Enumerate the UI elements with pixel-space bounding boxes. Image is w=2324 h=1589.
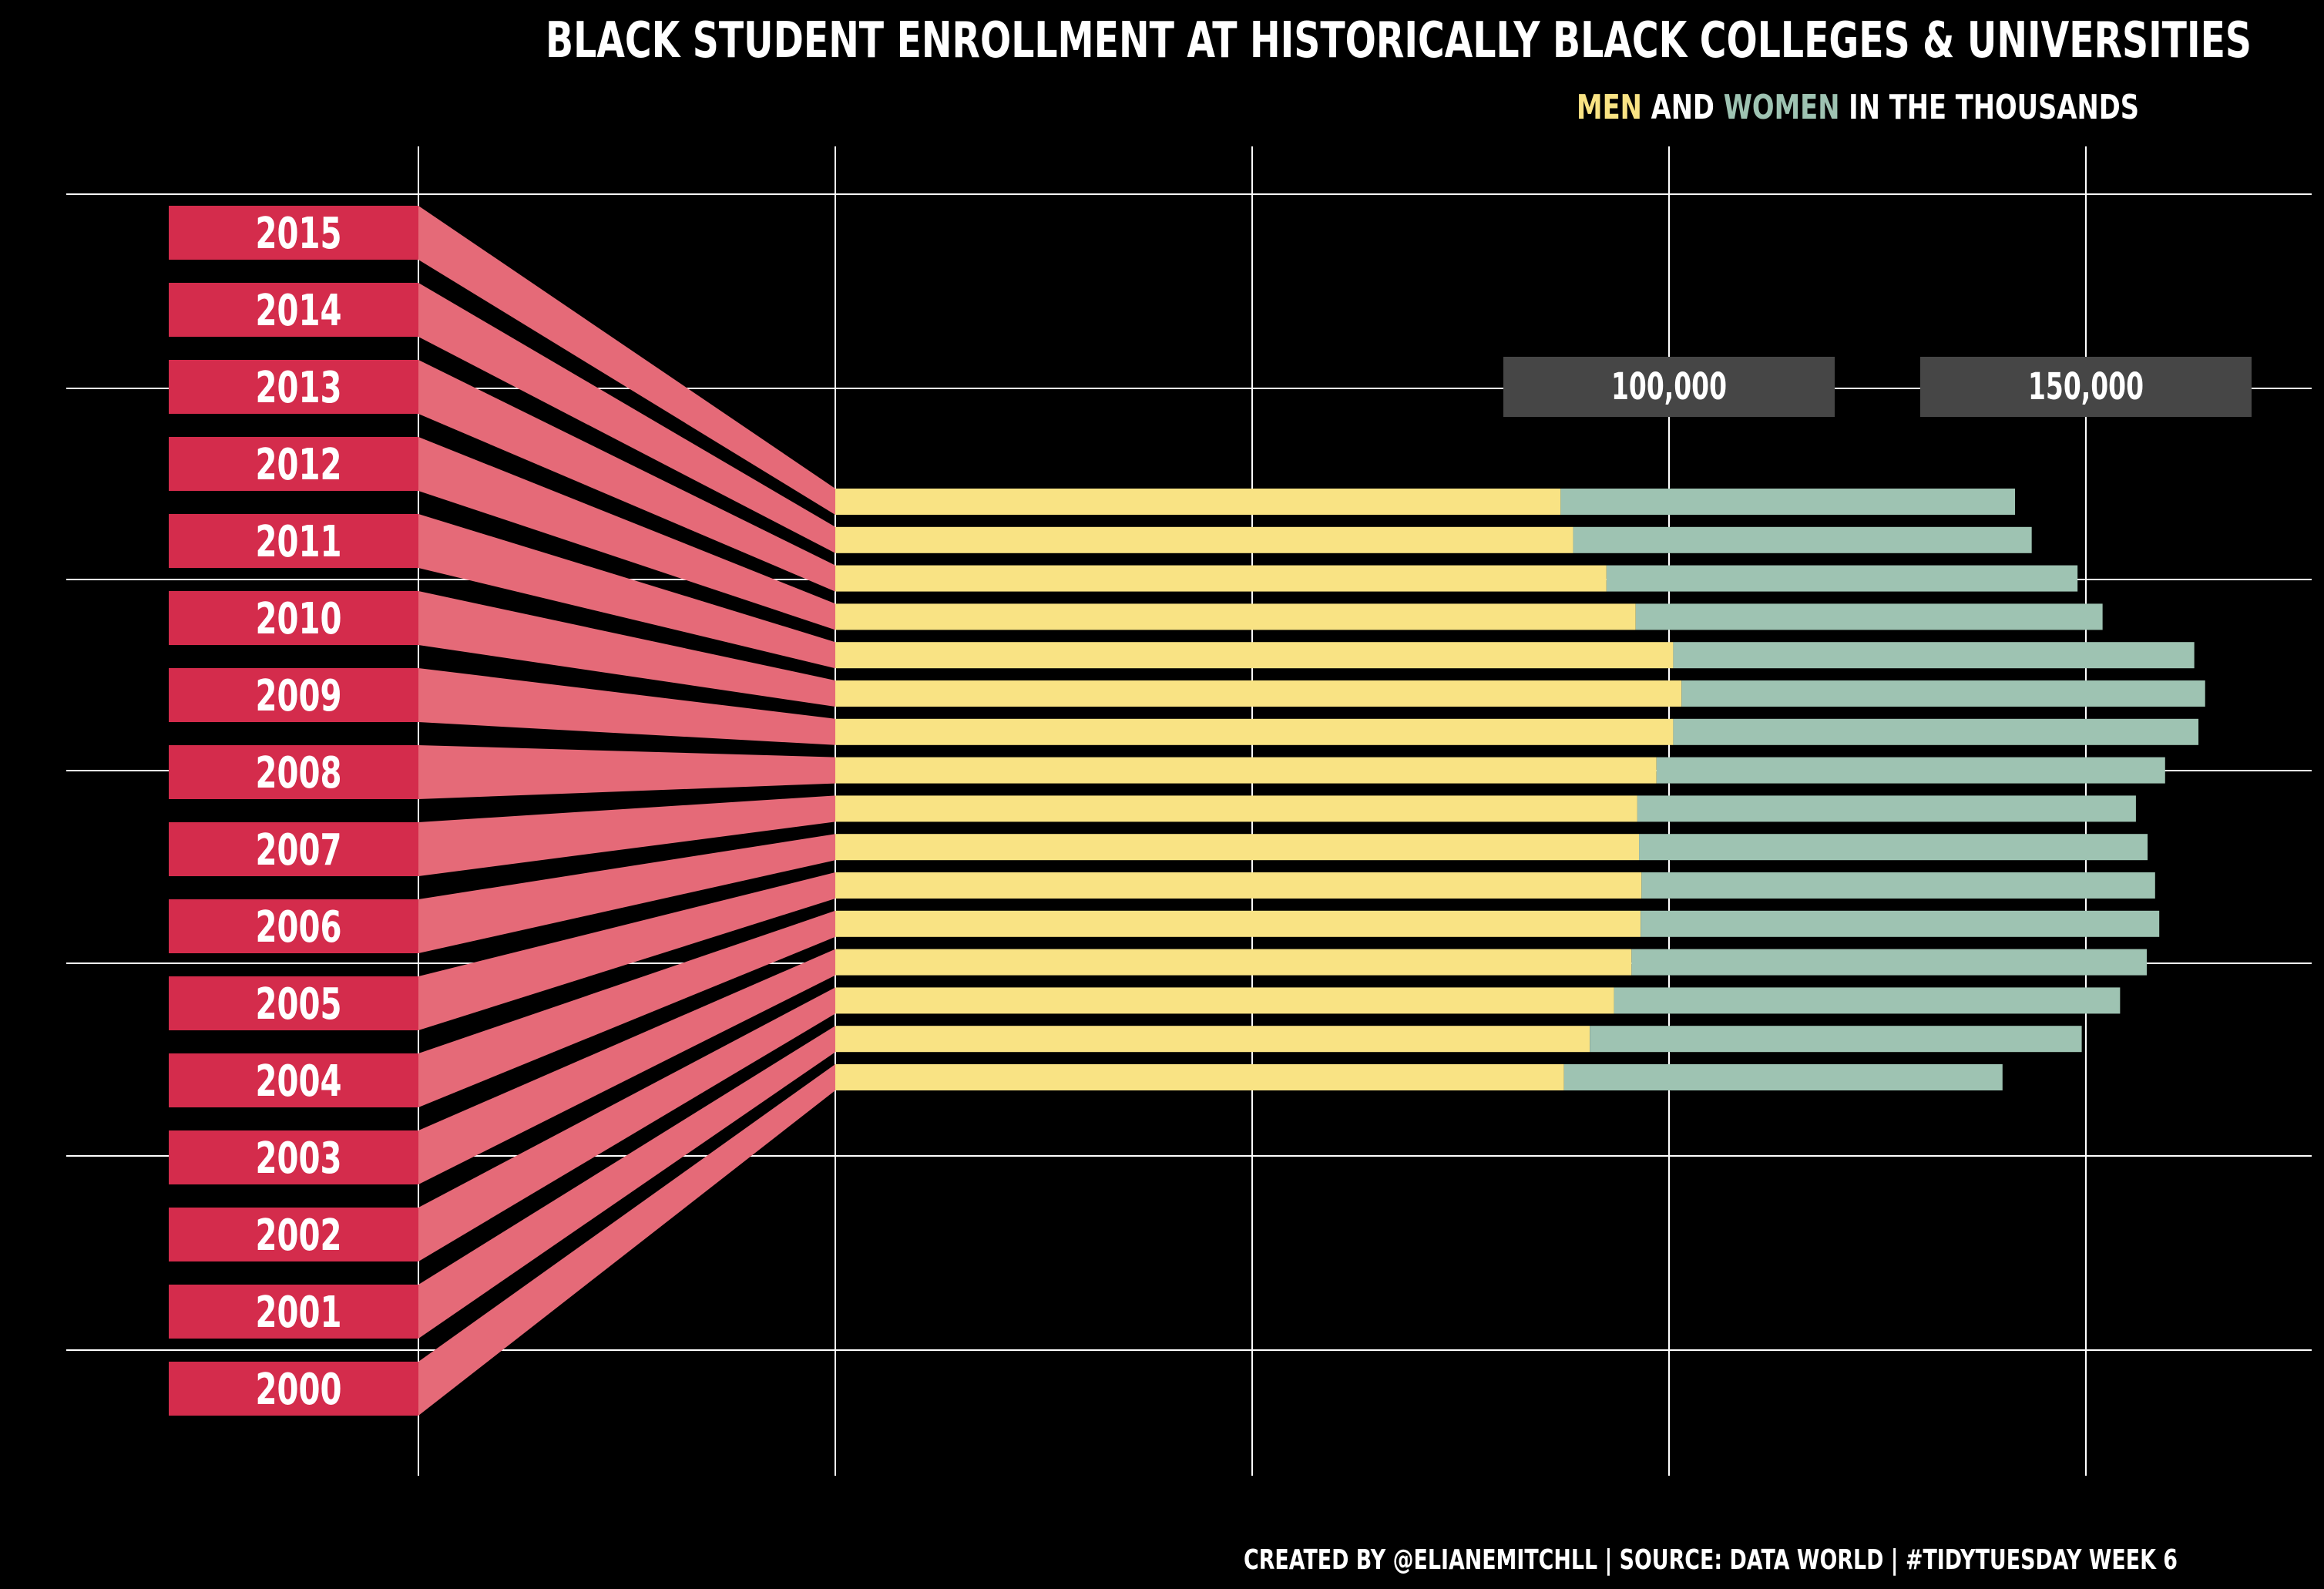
- connector-2011: [418, 514, 835, 669]
- year-label: 2012: [255, 440, 341, 490]
- bar-men-2009: [835, 718, 1674, 745]
- bar-women-2009: [1673, 718, 2199, 745]
- year-label: 2014: [255, 286, 341, 336]
- bar-men-2013: [835, 565, 1607, 592]
- tick-box: [1503, 357, 1835, 417]
- bar-women-2005: [1641, 872, 2155, 899]
- year-box-2008: [169, 745, 418, 799]
- year-box-2002: [169, 1208, 418, 1261]
- bar-men-2004: [835, 910, 1641, 937]
- connector-2014: [418, 283, 835, 553]
- bar-men-2001: [835, 1026, 1590, 1053]
- connector-2015: [418, 206, 835, 515]
- bar-men-2003: [835, 949, 1632, 976]
- year-label: 2008: [255, 748, 341, 798]
- year-label: 2010: [255, 594, 341, 644]
- connector-2000: [418, 1064, 835, 1416]
- year-box-2015: [169, 206, 418, 260]
- year-box-2006: [169, 899, 418, 953]
- year-label: 2006: [255, 902, 341, 952]
- connector-2006: [418, 834, 835, 953]
- bar-women-2014: [1573, 526, 2032, 553]
- connector-2001: [418, 1026, 835, 1339]
- connector-2008: [418, 745, 835, 799]
- connector-2003: [418, 949, 835, 1184]
- bar-men-2010: [835, 680, 1682, 707]
- bars: [835, 489, 2205, 1090]
- year-box-2007: [169, 822, 418, 876]
- year-label: 2005: [255, 979, 341, 1030]
- year-box-2005: [169, 976, 418, 1030]
- connector-2010: [418, 591, 835, 707]
- bar-women-2011: [1673, 642, 2195, 669]
- bar-women-2000: [1563, 1064, 2003, 1090]
- tick-labels: 100,000 150,000: [1503, 357, 2252, 417]
- connector-2013: [418, 360, 835, 592]
- connector-2009: [418, 668, 835, 745]
- year-label: 2013: [255, 363, 341, 413]
- subtitle-rest: IN THE THOUSANDS: [1839, 88, 2139, 127]
- year-label: 2003: [255, 1134, 341, 1184]
- bar-women-2003: [1631, 949, 2147, 976]
- subtitle-and: AND: [1642, 88, 1724, 127]
- year-labels: 2015 2014 2013 2012 2011 2010 2009 2008 2007 2006…: [169, 206, 418, 1416]
- year-label: 2011: [255, 517, 341, 567]
- bar-women-2012: [1635, 603, 2103, 630]
- year-box-2003: [169, 1130, 418, 1184]
- chart-caption: CREATED BY @ELIANEMITCHLL | SOURCE: DATA…: [1244, 1544, 2178, 1576]
- bar-women-2013: [1606, 565, 2078, 592]
- year-label: 2004: [255, 1057, 341, 1107]
- bar-women-2010: [1681, 680, 2205, 707]
- year-label: 2001: [255, 1288, 341, 1338]
- bar-men-2015: [835, 489, 1561, 515]
- year-connectors: [418, 206, 835, 1416]
- year-label: 2007: [255, 825, 341, 875]
- year-box-2011: [169, 514, 418, 568]
- year-label: 2009: [255, 671, 341, 721]
- bar-men-2002: [835, 987, 1614, 1014]
- bar-women-2004: [1641, 910, 2160, 937]
- bar-women-2015: [1560, 489, 2016, 515]
- year-box-2014: [169, 283, 418, 337]
- bar-women-2007: [1637, 795, 2136, 822]
- connector-2007: [418, 795, 835, 876]
- year-box-2013: [169, 360, 418, 414]
- year-box-2009: [169, 668, 418, 722]
- connector-2005: [418, 872, 835, 1030]
- chart-title: BLACK STUDENT ENROLLMENT AT HISTORICALLY…: [546, 12, 2252, 69]
- year-label: 2015: [255, 209, 341, 259]
- subtitle-women: WOMEN: [1724, 88, 1840, 127]
- connector-2004: [418, 910, 835, 1107]
- year-box-2001: [169, 1285, 418, 1339]
- year-box-2004: [169, 1053, 418, 1107]
- connector-2002: [418, 987, 835, 1261]
- chart-subtitle: MEN AND WOMEN IN THE THOUSANDS: [1577, 88, 2139, 127]
- bar-men-2005: [835, 872, 1642, 899]
- connector-2012: [418, 437, 835, 630]
- tick-label: 100,000: [1611, 365, 1727, 408]
- bar-women-2006: [1639, 834, 2148, 861]
- bar-women-2002: [1614, 987, 2121, 1014]
- bar-women-2008: [1656, 757, 2165, 784]
- bar-men-2000: [835, 1064, 1564, 1090]
- year-box-2010: [169, 591, 418, 645]
- tick-label: 150,000: [2028, 365, 2144, 408]
- tick-box: [1920, 357, 2252, 417]
- year-box-2000: [169, 1362, 418, 1416]
- bar-men-2014: [835, 526, 1573, 553]
- bar-men-2006: [835, 834, 1640, 861]
- subtitle-men: MEN: [1577, 88, 1642, 127]
- bar-men-2008: [835, 757, 1657, 784]
- bar-men-2007: [835, 795, 1637, 822]
- bar-women-2001: [1590, 1026, 2082, 1053]
- year-label: 2000: [255, 1365, 341, 1415]
- bar-men-2011: [835, 642, 1674, 669]
- bar-men-2012: [835, 603, 1636, 630]
- year-box-2012: [169, 437, 418, 491]
- year-label: 2002: [255, 1211, 341, 1261]
